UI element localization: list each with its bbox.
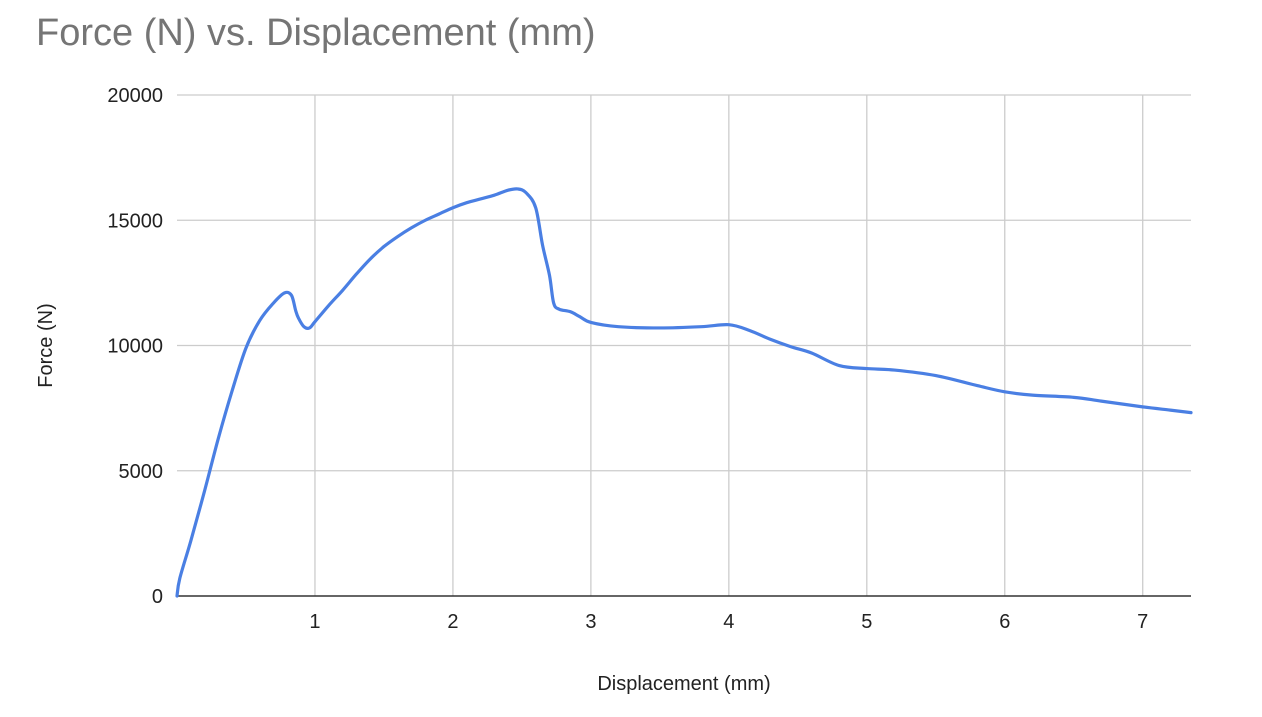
y-tick-label: 0 bbox=[152, 586, 163, 608]
tick-layer: 0 5000 10000 15000 20000 1 2 3 4 5 6 7 bbox=[107, 85, 1148, 633]
y-tick-label: 15000 bbox=[107, 210, 163, 232]
y-tick-label: 5000 bbox=[119, 461, 164, 483]
y-tick-label: 10000 bbox=[107, 336, 163, 358]
series-layer bbox=[175, 187, 1193, 598]
chart-title: Force (N) vs. Displacement (mm) bbox=[36, 12, 596, 54]
x-tick-label: 6 bbox=[999, 611, 1010, 633]
x-axis-title: Displacement (mm) bbox=[597, 673, 770, 695]
y-axis-title: Force (N) bbox=[35, 303, 57, 387]
y-tick-label: 20000 bbox=[107, 85, 163, 107]
x-tick-label: 7 bbox=[1137, 611, 1148, 633]
grid-layer bbox=[177, 94, 1191, 597]
series-line bbox=[175, 187, 1193, 598]
x-tick-label: 1 bbox=[309, 611, 320, 633]
x-tick-label: 5 bbox=[861, 611, 872, 633]
x-tick-label: 3 bbox=[585, 611, 596, 633]
x-tick-label: 2 bbox=[447, 611, 458, 633]
x-tick-label: 4 bbox=[723, 611, 734, 633]
